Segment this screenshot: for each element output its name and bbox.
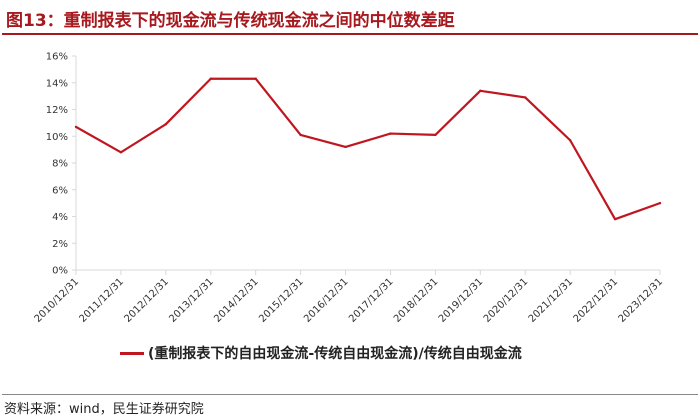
y-tick-label: 0% bbox=[52, 266, 68, 277]
y-tick-label: 10% bbox=[46, 132, 68, 143]
chart-title: 图13：重制报表下的现金流与传统现金流之间的中位数差距 bbox=[2, 2, 698, 32]
x-tick-label: 2019/12/31 bbox=[437, 276, 486, 325]
x-tick-label: 2018/12/31 bbox=[392, 276, 441, 325]
x-tick-label: 2014/12/31 bbox=[212, 276, 261, 325]
data-point bbox=[658, 201, 662, 205]
footer-divider bbox=[2, 394, 698, 395]
y-tick-label: 12% bbox=[46, 105, 68, 116]
data-point bbox=[164, 123, 168, 126]
x-tick-label: 2023/12/31 bbox=[617, 276, 666, 325]
x-tick-label: 2021/12/31 bbox=[527, 276, 576, 325]
data-point bbox=[524, 96, 527, 99]
x-tick-label: 2015/12/31 bbox=[257, 276, 306, 325]
data-point bbox=[344, 145, 347, 149]
series-layer bbox=[74, 77, 662, 221]
data-point bbox=[119, 151, 123, 154]
legend-swatch bbox=[120, 351, 144, 355]
data-point bbox=[479, 89, 482, 92]
y-tick-label: 4% bbox=[52, 212, 68, 223]
y-tick-label: 14% bbox=[46, 78, 68, 89]
x-tick-label: 2016/12/31 bbox=[302, 276, 351, 325]
x-tick-label: 2020/12/31 bbox=[482, 276, 531, 325]
data-point bbox=[299, 133, 302, 137]
source-note: 资料来源：wind，民生证券研究院 bbox=[4, 402, 204, 417]
x-tick-label: 2012/12/31 bbox=[122, 276, 171, 325]
x-tick-label: 2017/12/31 bbox=[347, 276, 396, 325]
y-tick-label: 8% bbox=[52, 159, 68, 170]
y-tick-label: 6% bbox=[52, 185, 68, 196]
x-tick-label: 2011/12/31 bbox=[78, 276, 127, 325]
x-axis: 2010/12/312011/12/312012/12/312013/12/31… bbox=[33, 269, 666, 325]
data-point bbox=[613, 217, 617, 221]
data-point bbox=[568, 139, 572, 142]
title-divider bbox=[2, 33, 698, 35]
y-tick-label: 2% bbox=[52, 239, 68, 250]
legend-label: (重制报表下的自由现金流-传统自由现金流)/传统自由现金流 bbox=[148, 346, 522, 362]
y-axis: 0% 2% 4% 6% 8% 10% 12% 14% 16% bbox=[46, 52, 77, 277]
data-point bbox=[254, 77, 257, 80]
line-chart: 0% 2% 4% 6% 8% 10% 12% 14% 16% 2010/12/312011/12… bbox=[33, 52, 666, 325]
data-point bbox=[389, 132, 392, 135]
data-point bbox=[74, 125, 78, 129]
data-point bbox=[209, 77, 212, 80]
y-tick-label: 16% bbox=[46, 52, 68, 63]
legend: (重制报表下的自由现金流-传统自由现金流)/传统自由现金流 bbox=[120, 343, 522, 363]
chart-title-text: 图13：重制报表下的现金流与传统现金流之间的中位数差距 bbox=[6, 11, 455, 31]
x-tick-label: 2013/12/31 bbox=[167, 276, 216, 325]
x-tick-label: 2010/12/31 bbox=[33, 276, 82, 325]
series-line bbox=[75, 77, 661, 221]
x-tick-label: 2022/12/31 bbox=[572, 276, 621, 325]
data-point bbox=[434, 133, 437, 137]
